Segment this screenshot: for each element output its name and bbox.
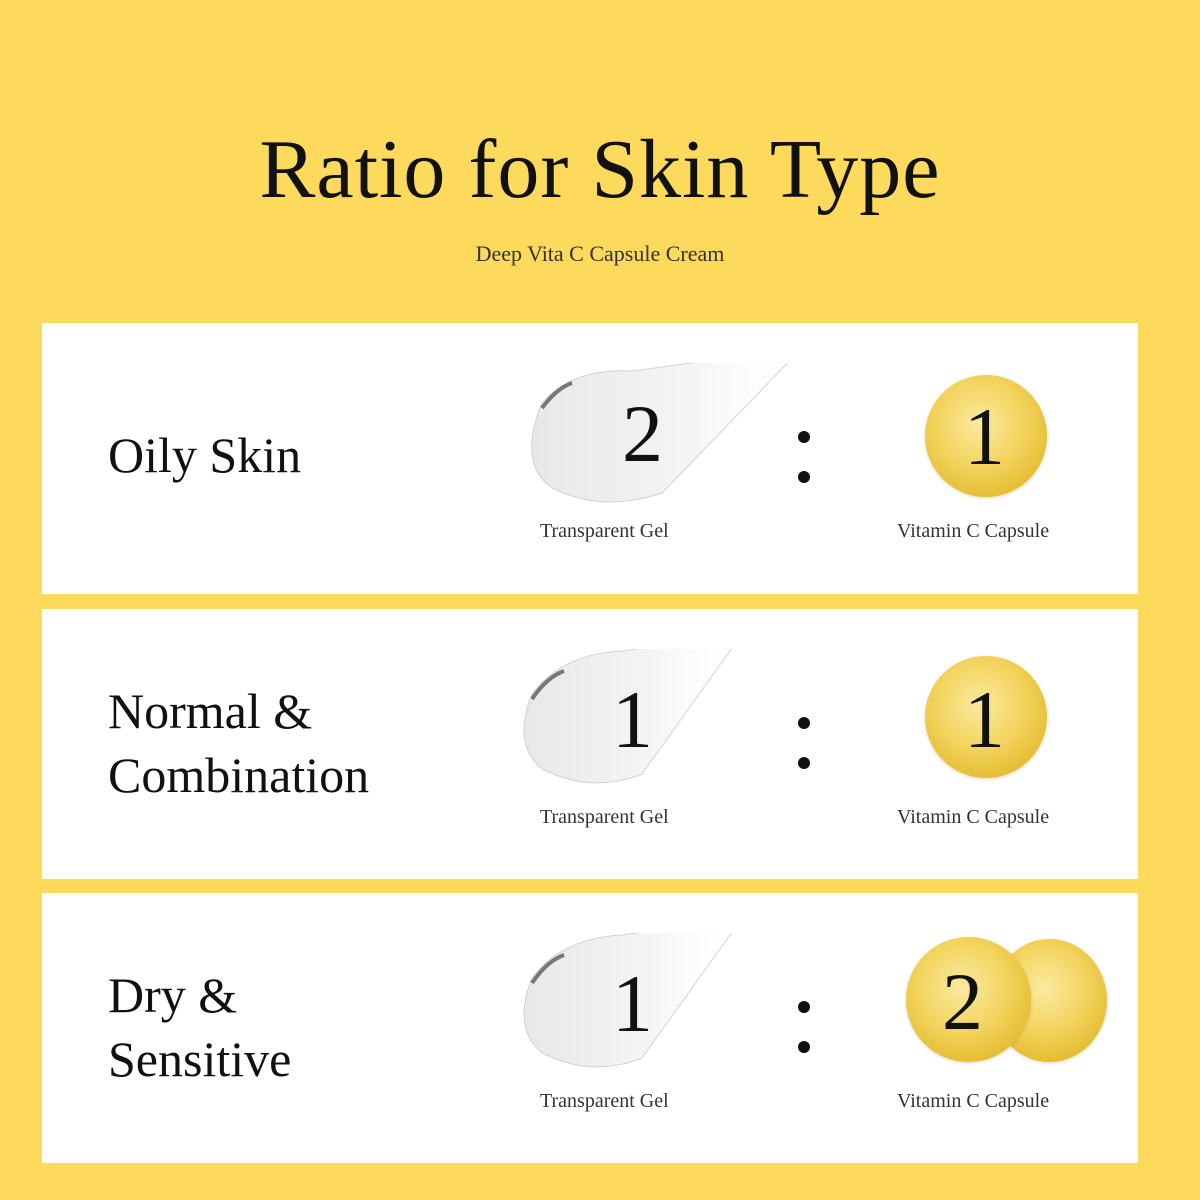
gel-caption: Transparent Gel: [540, 520, 669, 542]
gel-ratio-number: 2: [622, 388, 663, 479]
skin-type-label: Oily Skin: [108, 423, 301, 487]
ratio-colon: [798, 717, 812, 797]
skin-type-line: Normal &: [108, 683, 313, 739]
transparent-gel-icon: 2: [512, 363, 792, 513]
skin-type-label: Normal & Combination: [108, 679, 369, 807]
skin-type-line: Sensitive: [108, 1031, 292, 1087]
ratio-card-dry-sensitive: Dry & Sensitive 1 2 Transparent Gel Vita…: [42, 893, 1138, 1163]
vitamin-c-capsule-icon: [925, 656, 1047, 778]
capsule-caption: Vitamin C Capsule: [897, 520, 1050, 542]
capsule-caption: Vitamin C Capsule: [897, 1090, 1050, 1112]
ratio-card-normal-combination: Normal & Combination 1 1 Transparent Gel…: [42, 609, 1138, 879]
gel-caption: Transparent Gel: [540, 1090, 669, 1112]
vitamin-c-capsule-icon: [906, 937, 1031, 1062]
transparent-gel-icon: 1: [512, 933, 792, 1083]
ratio-colon: [798, 1001, 812, 1081]
skin-type-line: Combination: [108, 747, 370, 803]
capsule-ratio-number: 1: [964, 391, 1005, 482]
ratio-colon: [798, 431, 812, 511]
gel-ratio-number: 1: [612, 674, 653, 765]
page-title: Ratio for Skin Type: [259, 123, 941, 216]
ratio-card-oily: Oily Skin 2 1 Transparent Gel Vitamin C …: [42, 323, 1138, 594]
vitamin-c-capsule-icon: [925, 375, 1047, 497]
capsule-ratio-number: 1: [964, 674, 1005, 765]
transparent-gel-icon: 1: [512, 649, 792, 799]
skin-type-label: Dry & Sensitive: [108, 963, 291, 1091]
skin-type-line: Dry &: [108, 967, 238, 1023]
capsule-ratio-number: 2: [942, 956, 983, 1047]
skin-type-line: Oily Skin: [108, 427, 302, 483]
gel-caption: Transparent Gel: [540, 806, 669, 828]
product-name: Deep Vita C Capsule Cream: [475, 241, 725, 266]
gel-ratio-number: 1: [612, 958, 653, 1049]
capsule-caption: Vitamin C Capsule: [897, 806, 1050, 828]
